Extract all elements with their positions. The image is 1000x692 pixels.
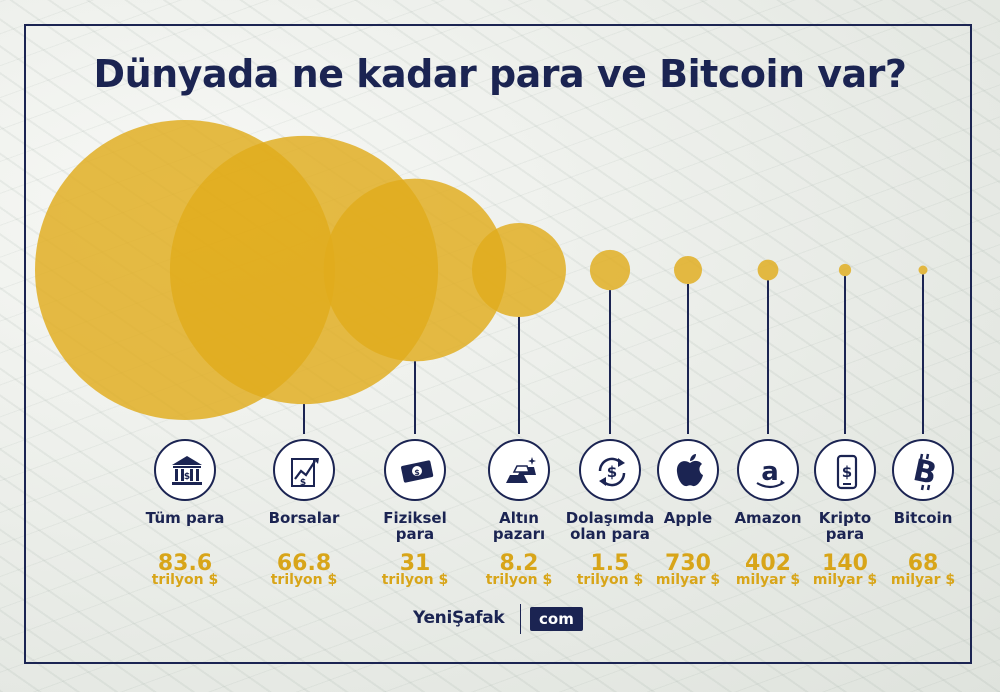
banknote-icon: $ <box>384 439 446 501</box>
item-value: 83.6 <box>157 551 213 576</box>
item-value: 8.2 <box>499 551 539 576</box>
bank-icon: $ <box>154 439 216 501</box>
svg-text:$: $ <box>607 463 617 481</box>
item-label: Apple <box>663 509 713 527</box>
item-unit: milyar $ <box>890 572 956 588</box>
svg-text:B: B <box>910 453 940 492</box>
circulation-icon: $ <box>579 439 641 501</box>
bubble-8 <box>918 265 928 275</box>
item-label: Kripto para <box>818 509 872 543</box>
item-value: 66.8 <box>276 551 332 576</box>
item-label: Tüm para <box>145 509 225 527</box>
svg-text:$: $ <box>842 463 852 481</box>
phone-dollar-icon: $ <box>814 439 876 501</box>
item-label: Altın pazarı <box>492 509 546 543</box>
item-label: Fiziksel para <box>383 509 447 543</box>
bitcoin-icon: B <box>892 439 954 501</box>
item-unit: trilyon $ <box>485 572 553 588</box>
item-label: Amazon <box>734 509 802 527</box>
bubble-6 <box>757 259 779 281</box>
item-unit: milyar $ <box>735 572 801 588</box>
apple-icon <box>657 439 719 501</box>
item-value: 140 <box>822 551 868 576</box>
brand-logo: YeniŞafak <box>413 608 505 628</box>
item-unit: trilyon $ <box>381 572 449 588</box>
bubble-5 <box>673 255 703 285</box>
footer-divider <box>520 604 521 634</box>
stock-chart-icon: $ <box>273 439 335 501</box>
bubble-7 <box>838 263 852 277</box>
item-value: 68 <box>907 551 939 576</box>
item-unit: milyar $ <box>812 572 878 588</box>
gold-bars-icon <box>488 439 550 501</box>
frame-border <box>24 24 972 664</box>
svg-text:$: $ <box>184 472 190 482</box>
item-unit: trilyon $ <box>151 572 219 588</box>
brand-suffix-badge: com <box>530 607 583 631</box>
item-unit: trilyon $ <box>576 572 644 588</box>
item-label: Borsalar <box>268 509 340 527</box>
svg-text:$: $ <box>300 478 306 488</box>
item-value: 402 <box>745 551 791 576</box>
item-label: Bitcoin <box>893 509 953 527</box>
page-title: Dünyada ne kadar para ve Bitcoin var? <box>93 52 907 96</box>
bubble-2 <box>323 178 507 362</box>
svg-text:a: a <box>761 457 779 487</box>
item-value: 1.5 <box>590 551 630 576</box>
item-unit: milyar $ <box>655 572 721 588</box>
item-value: 31 <box>399 551 431 576</box>
item-unit: trilyon $ <box>270 572 338 588</box>
bubble-4 <box>589 249 631 291</box>
amazon-icon: a <box>737 439 799 501</box>
svg-text:$: $ <box>414 468 420 477</box>
item-value: 730 <box>665 551 711 576</box>
item-label: Dolaşımda olan para <box>565 509 655 543</box>
bubble-3 <box>472 223 566 317</box>
